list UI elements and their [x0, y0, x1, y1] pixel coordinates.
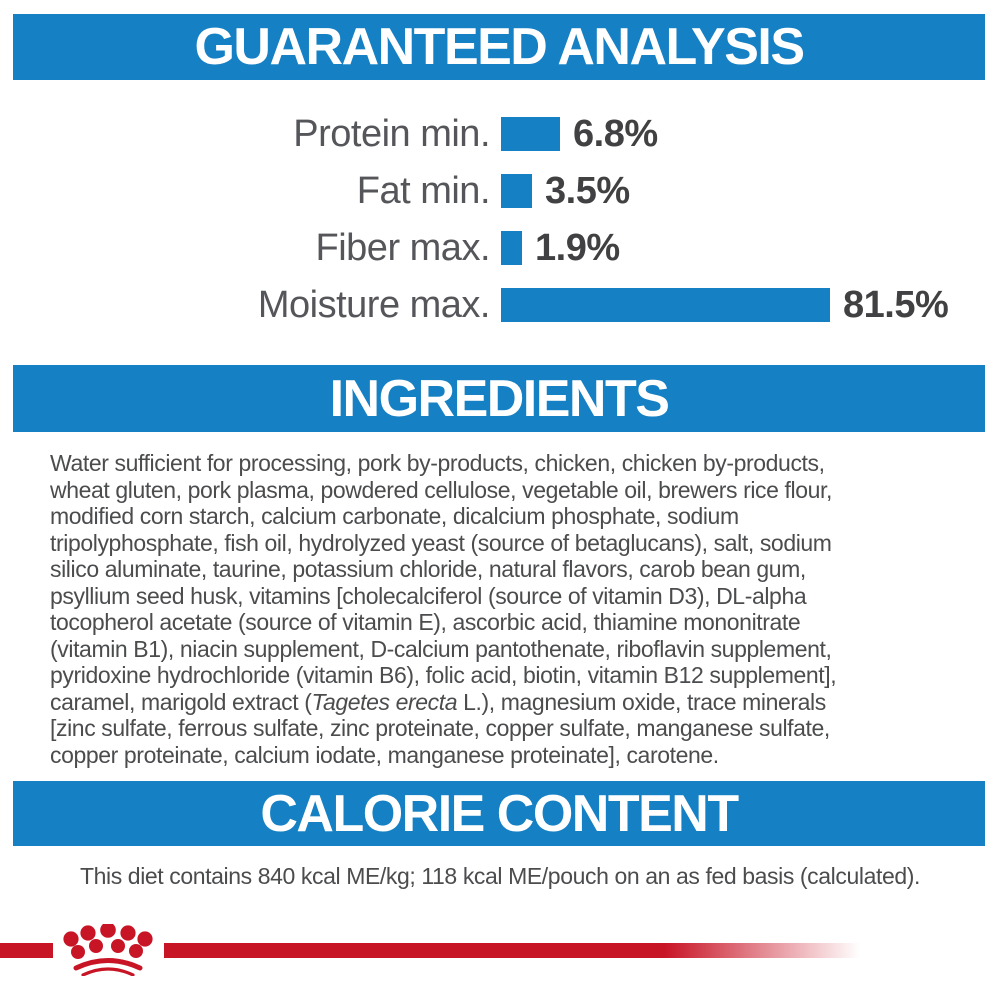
ingredients-line: [zinc sulfate, ferrous sulfate, zinc pro… — [50, 715, 830, 741]
ingredients-line: Water sufficient for processing, pork by… — [50, 450, 825, 476]
ingredients-line-with-latin-name: caramel, marigold extract (Tagetes erect… — [50, 689, 965, 716]
ingredients-line: (vitamin B1), niacin supplement, D-calci… — [50, 635, 832, 662]
calorie-statement: This diet contains 840 kcal ME/kg; 118 k… — [79, 863, 921, 889]
calorie-content-heading: CALORIE CONTENT — [260, 784, 739, 843]
analysis-value: 6.8% — [573, 112, 658, 155]
ingredients-paragraph: Water sufficient for processing, pork by… — [50, 450, 965, 768]
guaranteed-analysis-chart: Protein min. 6.8% Fat min. 3.5% Fiber max. 1.… — [0, 113, 1000, 345]
analysis-value: 81.5% — [843, 283, 949, 326]
analysis-row-label: Protein min. — [293, 112, 490, 155]
calorie-content-banner: CALORIE CONTENT — [13, 781, 985, 846]
brand-stripe-right-fading — [164, 943, 860, 958]
ingredients-heading: INGREDIENTS — [329, 369, 670, 428]
ingredients-line: copper proteinate, calcium iodate, manga… — [50, 741, 719, 768]
latin-species-name: Tagetes erecta — [311, 688, 458, 715]
analysis-row: Protein min. 6.8% — [0, 113, 1000, 155]
royal-canin-crown-paw-logo-icon — [63, 924, 153, 976]
ingredients-line: modified corn starch, calcium carbonate,… — [50, 503, 739, 529]
ingredients-line: silico aluminate, taurine, potassium chl… — [50, 556, 806, 582]
analysis-bar — [501, 231, 522, 265]
analysis-bar — [501, 174, 532, 208]
guaranteed-analysis-heading: GUARANTEED ANALYSIS — [194, 18, 805, 76]
analysis-row: Fat min. 3.5% — [0, 170, 1000, 212]
ingredients-line: wheat gluten, pork plasma, powdered cell… — [50, 476, 832, 503]
analysis-value: 1.9% — [535, 226, 620, 269]
ingredients-line: tocopherol acetate (source of vitamin E)… — [50, 609, 801, 635]
ingredients-text-segment: caramel, marigold extract ( — [50, 688, 312, 715]
ingredients-line: psyllium seed husk, vitamins [cholecalci… — [50, 582, 807, 609]
analysis-value: 3.5% — [545, 169, 630, 212]
ingredients-text-segment: L.), magnesium oxide, trace minerals — [457, 688, 826, 715]
guaranteed-analysis-banner: GUARANTEED ANALYSIS — [13, 14, 985, 80]
analysis-row-label: Moisture max. — [257, 283, 491, 326]
analysis-row-label: Fat min. — [356, 169, 491, 212]
analysis-row-label: Fiber max. — [315, 226, 491, 269]
analysis-row: Fiber max. 1.9% — [0, 227, 1000, 269]
analysis-row: Moisture max. 81.5% — [0, 284, 1000, 326]
ingredients-banner: INGREDIENTS — [13, 365, 985, 432]
analysis-bar — [501, 288, 830, 322]
brand-stripe-left — [0, 943, 53, 958]
ingredients-line: pyridoxine hydrochloride (vitamin B6), f… — [50, 662, 837, 688]
ingredients-line: tripolyphosphate, fish oil, hydrolyzed y… — [50, 529, 832, 556]
analysis-bar — [501, 117, 560, 151]
